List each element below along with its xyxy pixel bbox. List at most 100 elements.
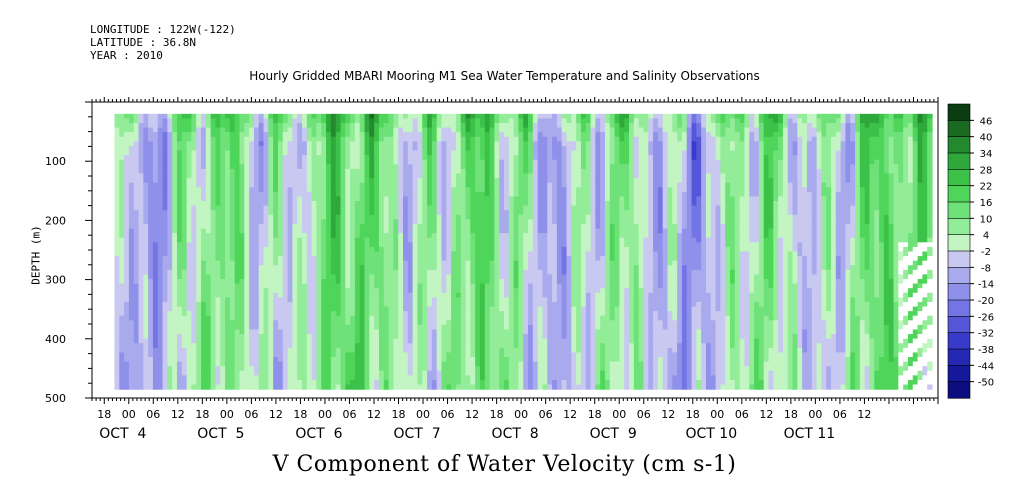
field-cell bbox=[326, 338, 332, 344]
field-cell bbox=[229, 288, 236, 294]
field-cell bbox=[436, 196, 443, 202]
field-cell bbox=[340, 182, 346, 188]
field-cell bbox=[359, 187, 366, 193]
field-cell bbox=[311, 164, 318, 170]
field-cell bbox=[460, 132, 467, 138]
field-cell bbox=[277, 301, 284, 308]
field-cell bbox=[479, 375, 486, 381]
field-cell bbox=[277, 343, 284, 349]
field-cell bbox=[263, 352, 269, 358]
field-cell bbox=[470, 329, 476, 335]
field-cell bbox=[253, 292, 260, 298]
field-cell bbox=[504, 301, 510, 308]
field-cell bbox=[465, 297, 471, 303]
field-cell bbox=[263, 210, 269, 216]
field-cell bbox=[273, 375, 279, 381]
field-cell bbox=[407, 178, 414, 184]
field-cell bbox=[422, 292, 428, 298]
field-cell bbox=[306, 265, 313, 271]
field-cell bbox=[407, 150, 414, 156]
field-cell bbox=[417, 150, 423, 156]
field-cell bbox=[499, 196, 505, 202]
field-cell bbox=[124, 246, 130, 253]
field-cell bbox=[465, 306, 471, 312]
field-cell bbox=[277, 246, 284, 253]
field-cell bbox=[479, 136, 486, 142]
field-cell bbox=[354, 311, 361, 317]
field-cell bbox=[114, 164, 120, 170]
field-cell bbox=[475, 150, 481, 156]
field-cell bbox=[302, 214, 308, 220]
field-cell bbox=[489, 182, 495, 188]
field-cell bbox=[302, 228, 308, 234]
field-cell bbox=[302, 127, 308, 133]
field-cell bbox=[446, 187, 452, 193]
field-cell bbox=[455, 375, 462, 381]
field-cell bbox=[191, 205, 197, 211]
field-cell bbox=[114, 324, 120, 331]
field-cell bbox=[311, 370, 318, 376]
field-cell bbox=[455, 201, 462, 207]
field-cell bbox=[167, 311, 173, 317]
field-cell bbox=[335, 113, 342, 120]
field-cell bbox=[201, 352, 207, 358]
field-cell bbox=[172, 191, 178, 198]
field-cell bbox=[119, 118, 125, 124]
field-cell bbox=[383, 205, 390, 211]
field-cell bbox=[225, 123, 231, 129]
field-cell bbox=[417, 141, 423, 147]
field-cell bbox=[253, 173, 260, 179]
field-cell bbox=[451, 274, 457, 280]
field-cell bbox=[403, 343, 409, 349]
field-cell bbox=[302, 311, 308, 317]
field-cell bbox=[345, 150, 351, 156]
field-cell bbox=[181, 366, 188, 372]
field-cell bbox=[451, 123, 457, 129]
field-cell bbox=[330, 136, 337, 142]
field-cell bbox=[417, 324, 423, 331]
field-cell bbox=[499, 347, 505, 354]
field-cell bbox=[383, 219, 390, 225]
field-cell bbox=[277, 173, 284, 179]
field-cell bbox=[465, 113, 471, 120]
field-cell bbox=[378, 370, 385, 376]
field-cell bbox=[186, 320, 193, 326]
field-cell bbox=[316, 233, 322, 239]
field-cell bbox=[268, 136, 274, 142]
field-cell bbox=[388, 155, 394, 161]
field-cell bbox=[143, 357, 149, 363]
field-cell bbox=[268, 329, 274, 335]
field-cell bbox=[403, 311, 409, 317]
field-cell bbox=[504, 297, 510, 303]
field-cell bbox=[393, 361, 399, 367]
field-cell bbox=[277, 315, 284, 321]
field-cell bbox=[176, 191, 183, 198]
field-cell bbox=[196, 223, 202, 230]
field-cell bbox=[157, 123, 164, 129]
field-cell bbox=[316, 384, 322, 390]
field-cell bbox=[258, 329, 265, 335]
field-cell bbox=[258, 246, 265, 253]
field-cell bbox=[359, 223, 366, 230]
field-cell bbox=[114, 242, 120, 248]
field-cell bbox=[350, 375, 356, 381]
field-cell bbox=[124, 366, 130, 372]
field-cell bbox=[422, 155, 428, 161]
field-cell bbox=[345, 366, 351, 372]
field-cell bbox=[253, 123, 260, 129]
field-cell bbox=[326, 366, 332, 372]
field-cell bbox=[417, 251, 423, 257]
field-cell bbox=[475, 343, 481, 349]
field-cell bbox=[297, 182, 303, 188]
field-cell bbox=[321, 187, 327, 193]
field-cell bbox=[508, 279, 515, 285]
field-cell bbox=[239, 127, 245, 133]
field-cell bbox=[292, 136, 298, 142]
field-cell bbox=[253, 145, 260, 152]
field-cell bbox=[282, 228, 289, 234]
field-cell bbox=[451, 242, 457, 248]
field-cell bbox=[436, 265, 443, 271]
field-cell bbox=[398, 201, 404, 207]
field-cell bbox=[268, 283, 274, 289]
field-cell bbox=[191, 132, 197, 138]
